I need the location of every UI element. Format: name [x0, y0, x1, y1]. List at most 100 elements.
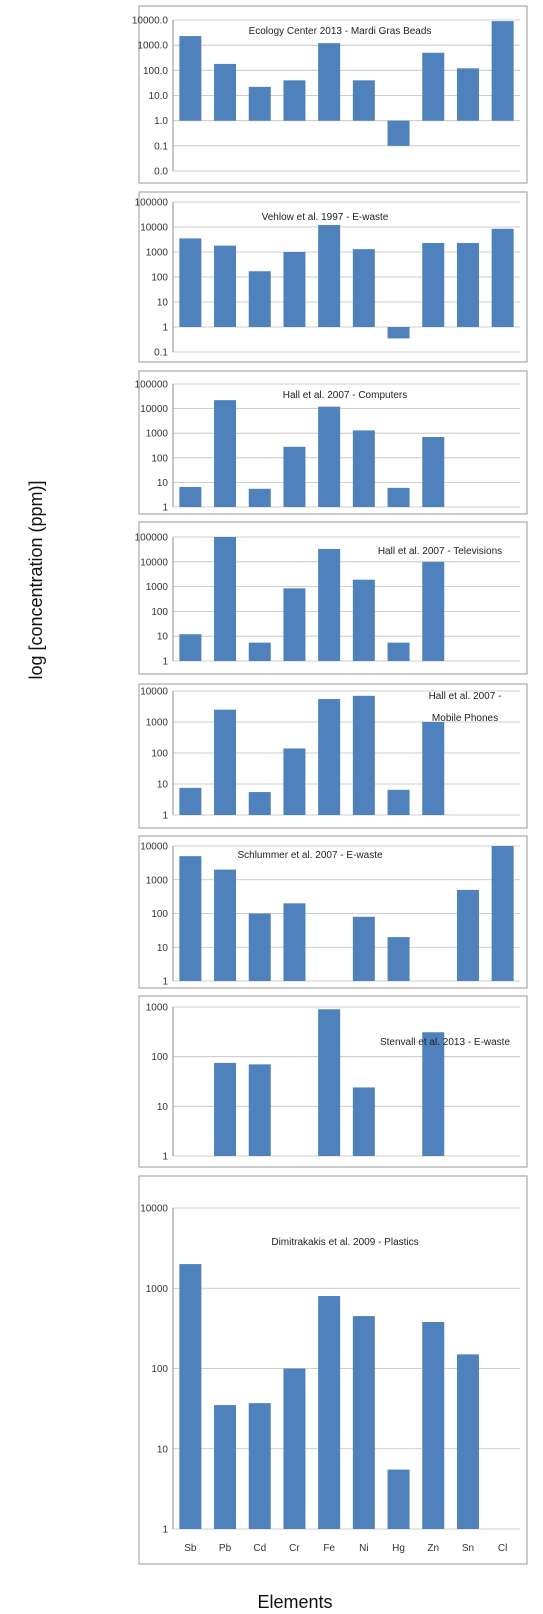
bar-fe: [318, 406, 341, 507]
y-tick-label: 1000: [146, 248, 169, 259]
bar-ni: [352, 579, 375, 661]
chart-title: Stenvall et al. 2013 - E-waste: [380, 1037, 511, 1048]
bar-fe: [318, 1296, 341, 1529]
chart-panel: 100000 10000 1000 100 10 1 0.1 Vehlow et al. 19…: [135, 191, 528, 363]
bar-pb: [214, 869, 237, 981]
bar-pb: [214, 63, 237, 121]
y-tick-label: 10: [157, 780, 169, 791]
y-tick-label: 1000: [146, 1284, 169, 1295]
y-tick-label: 100: [151, 749, 168, 760]
y-tick-label: 1: [162, 977, 168, 988]
chart-panel: 1000 100 10 1 Stenvall et al. 2013 - E-waste: [138, 995, 528, 1168]
bar-hg: [387, 642, 410, 661]
bar-pb: [214, 709, 237, 815]
chart-title: Vehlow et al. 1997 - E-waste: [262, 212, 389, 223]
chart-title: Dimitrakakis et al. 2009 - Plastics: [271, 1237, 418, 1248]
chart-panels: 10000.0 1000.0 100.0 10.0 1.0 0.1 0.0 Ecology C…: [132, 5, 528, 1565]
x-tick-label: Ni: [359, 1543, 368, 1554]
y-tick-label: 1: [162, 1152, 168, 1163]
bar-ni: [352, 1087, 375, 1156]
bar-hg: [387, 120, 410, 146]
bar-cd: [248, 642, 271, 661]
y-tick-label: 1000: [146, 582, 169, 593]
bar-sn: [456, 68, 479, 121]
bar-pb: [214, 400, 237, 507]
bar-zn: [422, 437, 445, 507]
bar-sb: [179, 787, 202, 815]
bar-sn: [456, 889, 479, 981]
x-tick-label: Zn: [427, 1543, 439, 1554]
bar-ni: [352, 430, 375, 507]
y-tick-label: 10000.0: [132, 16, 169, 27]
chart-panel: 10000 1000 100 10 1 Schlummer et al. 2007 - E…: [138, 835, 528, 989]
x-tick-label: Sb: [184, 1543, 197, 1554]
bar-cl: [491, 846, 514, 981]
bar-sn: [456, 1354, 479, 1529]
bar-hg: [387, 487, 410, 507]
y-tick-label: 100: [151, 453, 168, 464]
chart-title: Schlummer et al. 2007 - E-waste: [237, 850, 382, 861]
x-tick-label: Cr: [289, 1543, 300, 1554]
x-tick-label: Pb: [219, 1543, 232, 1554]
bar-cd: [248, 792, 271, 815]
bar-cr: [283, 80, 306, 121]
y-tick-label: 0.1: [154, 348, 168, 359]
chart-title: Hall et al. 2007 - Televisions: [378, 546, 502, 557]
y-tick-label: 10000: [140, 842, 168, 853]
y-tick-label: 100000: [135, 198, 169, 209]
bar-fe: [318, 1009, 341, 1156]
chart-panel: 100000 10000 1000 100 10 1 Hall et al. 2007 - …: [135, 521, 528, 675]
y-tick-label: 100.0: [143, 66, 168, 77]
bar-pb: [214, 245, 237, 327]
y-tick-label: 0.1: [154, 141, 168, 152]
bar-hg: [387, 1469, 410, 1529]
bar-cl: [491, 21, 514, 121]
y-tick-label: 10: [157, 1102, 169, 1113]
bar-ni: [352, 80, 375, 121]
x-tick-label: Cl: [498, 1543, 507, 1554]
bar-ni: [352, 249, 375, 327]
y-tick-label: 100: [151, 1364, 168, 1375]
y-tick-label: 1.0: [154, 116, 168, 127]
chart-panel: 10000 1000 100 10 1 Sb Pb Cd Cr Fe Ni Hg Zn Sn Cl Dimit…: [138, 1175, 528, 1565]
bar-cd: [248, 1064, 271, 1156]
bar-hg: [387, 789, 410, 815]
y-tick-label: 1000: [146, 1003, 169, 1014]
bar-cr: [283, 903, 306, 981]
bar-cr: [283, 748, 306, 815]
y-tick-label: 10: [157, 298, 169, 309]
bar-sb: [179, 634, 202, 661]
y-axis-title: log [concentration (ppm)]: [26, 480, 46, 679]
x-tick-label: Cd: [253, 1543, 266, 1554]
bar-cr: [283, 588, 306, 661]
bar-zn: [422, 561, 445, 661]
y-tick-label: 1: [162, 657, 168, 668]
bar-ni: [352, 695, 375, 815]
bar-zn: [422, 1032, 445, 1156]
bar-sb: [179, 36, 202, 121]
bar-cr: [283, 1368, 306, 1529]
y-tick-label: 100: [151, 273, 168, 284]
y-tick-label: 100: [151, 607, 168, 618]
x-axis-title: Elements: [257, 1592, 332, 1612]
chart-title: Hall et al. 2007 - Computers: [283, 390, 408, 401]
bar-cl: [491, 228, 514, 327]
bar-zn: [422, 242, 445, 327]
chart-panel: 100000 10000 1000 100 10 1 Hall et al. 2007 - …: [135, 370, 528, 515]
y-tick-label: 10000: [140, 223, 168, 234]
y-tick-label: 100000: [135, 533, 169, 544]
bar-pb: [214, 1405, 237, 1529]
bar-ni: [352, 916, 375, 981]
y-tick-label: 10: [157, 1444, 169, 1455]
y-tick-label: 10000: [140, 557, 168, 568]
bar-sb: [179, 856, 202, 981]
y-tick-label: 1: [162, 1525, 168, 1536]
y-tick-label: 10000: [140, 1204, 168, 1215]
y-tick-label: 100000: [135, 380, 169, 391]
y-tick-label: 1: [162, 503, 168, 514]
bar-zn: [422, 1321, 445, 1529]
bar-fe: [318, 699, 341, 815]
chart-title: Ecology Center 2013 - Mardi Gras Beads: [249, 26, 432, 37]
bar-sb: [179, 1264, 202, 1529]
